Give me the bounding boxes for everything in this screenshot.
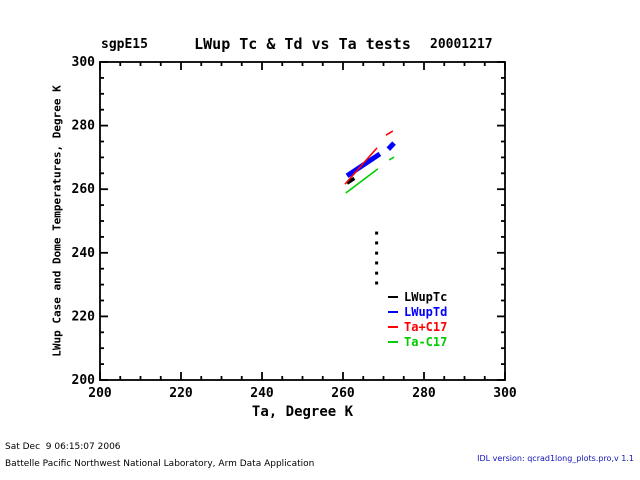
series-LWupTd-segment	[386, 141, 396, 151]
y-tick-label: 240	[72, 246, 96, 261]
legend-label-Ta+C17: Ta+C17	[404, 320, 447, 334]
y-tick-label: 260	[72, 182, 96, 197]
y-tick-label: 220	[72, 309, 96, 324]
series-Ta-C17-segment	[388, 156, 395, 161]
x-tick-label: 300	[493, 386, 517, 401]
y-tick-label: 200	[72, 373, 96, 388]
series-Ta+C17-segment	[385, 130, 394, 136]
legend-label-LWupTc: LWupTc	[404, 290, 447, 304]
footer-timestamp: Sat Dec 9 06:15:07 2006	[5, 442, 121, 452]
series-LWupTc-marker	[375, 251, 379, 255]
y-tick-label: 300	[72, 55, 96, 70]
legend-label-Ta-C17: Ta-C17	[404, 335, 447, 349]
site-label: sgpE15	[101, 37, 148, 52]
footer-version-block: IDL version: qcrad1long_plots.pro,v 1.1 …	[399, 439, 634, 480]
date-label: 20001217	[430, 37, 493, 52]
x-tick-label: 200	[88, 386, 112, 401]
series-LWupTc-marker	[375, 231, 379, 235]
x-tick-label: 240	[250, 386, 274, 401]
series-LWupTd-segment	[345, 151, 382, 178]
series-LWupTc-marker	[375, 241, 379, 245]
y-tick-label: 280	[72, 119, 96, 134]
footer-organization: Battelle Pacific Northwest National Labo…	[5, 459, 315, 469]
footer-idl-version: IDL version: qcrad1long_plots.pro,v 1.1	[477, 454, 634, 464]
plot-title: LWup Tc & Td vs Ta tests	[194, 35, 411, 53]
x-axis-label: Ta, Degree K	[251, 404, 354, 420]
x-tick-label: 220	[169, 386, 193, 401]
series-Ta+C17-segment	[344, 147, 378, 185]
x-tick-label: 260	[331, 386, 355, 401]
series-LWupTc-marker	[375, 261, 379, 265]
series-LWupTc-marker	[375, 281, 379, 285]
series-Ta-C17-segment	[345, 168, 379, 194]
x-tick-label: 280	[412, 386, 436, 401]
legend-label-LWupTd: LWupTd	[404, 305, 447, 319]
series-LWupTc-segment	[346, 176, 356, 185]
series-LWupTc-marker	[375, 271, 379, 275]
